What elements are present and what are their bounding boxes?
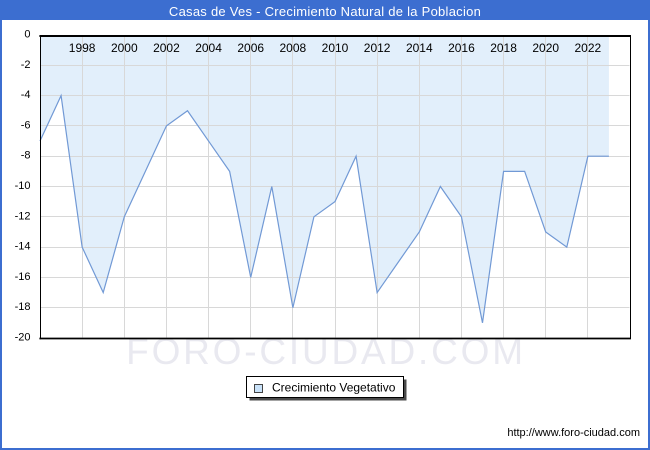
svg-text:-20: -20	[15, 332, 31, 344]
svg-text:http://www.foro-ciudad.com: http://www.foro-ciudad.com	[507, 427, 640, 439]
svg-text:2020: 2020	[532, 41, 559, 55]
svg-text:-18: -18	[15, 301, 31, 313]
svg-text:2002: 2002	[153, 41, 180, 55]
svg-text:-6: -6	[21, 119, 31, 131]
svg-text:-10: -10	[15, 180, 31, 192]
svg-text:-2: -2	[21, 59, 31, 71]
svg-text:2016: 2016	[448, 41, 475, 55]
svg-text:-12: -12	[15, 210, 31, 222]
svg-text:2004: 2004	[195, 41, 222, 55]
svg-text:FORO-CIUDAD.COM: FORO-CIUDAD.COM	[126, 331, 526, 372]
svg-text:2018: 2018	[490, 41, 517, 55]
svg-text:2008: 2008	[280, 41, 307, 55]
svg-text:-8: -8	[21, 150, 31, 162]
svg-text:1998: 1998	[69, 41, 96, 55]
svg-text:-4: -4	[21, 89, 31, 101]
svg-text:2014: 2014	[406, 41, 433, 55]
svg-text:2012: 2012	[364, 41, 391, 55]
svg-text:-16: -16	[15, 271, 31, 283]
svg-text:Crecimiento Vegetativo: Crecimiento Vegetativo	[272, 381, 396, 395]
svg-text:2010: 2010	[322, 41, 349, 55]
svg-text:-14: -14	[15, 241, 31, 253]
svg-text:2000: 2000	[111, 41, 138, 55]
svg-text:2006: 2006	[237, 41, 264, 55]
svg-text:2022: 2022	[575, 41, 602, 55]
svg-text:0: 0	[24, 29, 30, 41]
